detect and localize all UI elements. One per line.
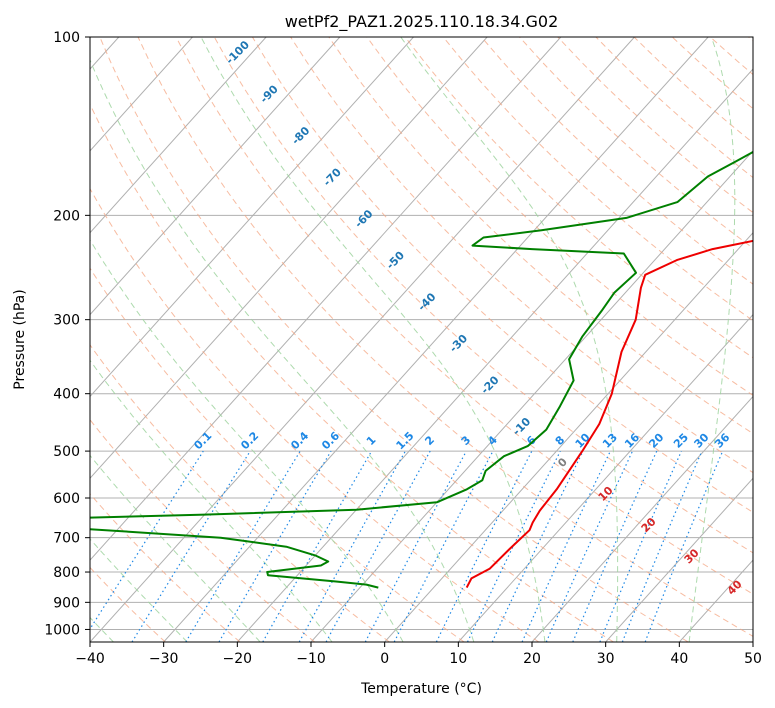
y-tick-label: 500 xyxy=(53,444,80,460)
y-axis-title: Pressure (hPa) xyxy=(12,289,28,389)
y-tick-label: 400 xyxy=(53,387,80,403)
isotherm-gridline xyxy=(90,37,267,234)
mixing-ratio-line xyxy=(218,450,332,642)
axis-ticks: −40 −30 −20 −10 0 10 20 30 40 50 100 200 300 400 500 60… xyxy=(44,30,762,667)
x-tick-label: 20 xyxy=(523,651,541,667)
mixing-ratio-line xyxy=(325,450,431,642)
moist-adiabat xyxy=(90,454,261,642)
x-tick-label: 30 xyxy=(597,651,615,667)
dry-adiabat xyxy=(137,37,753,637)
x-tick-label: 10 xyxy=(449,651,467,667)
mixing-ratio-line xyxy=(185,450,301,642)
isotherm-gridline xyxy=(605,477,753,642)
isotherm-gridline xyxy=(384,231,753,642)
x-tick-label: −10 xyxy=(296,651,326,667)
dry-adiabat xyxy=(90,187,540,642)
plot-area xyxy=(90,37,753,642)
mixing-ratio-line xyxy=(521,450,611,642)
y-tick-label: 200 xyxy=(53,208,80,224)
isotherm-gridline xyxy=(752,641,753,642)
isotherm-gridline xyxy=(90,37,635,642)
dry-adiabat xyxy=(251,37,753,513)
x-tick-label: −20 xyxy=(223,651,253,667)
moist-adiabat xyxy=(90,359,333,642)
x-tick-label: −40 xyxy=(75,651,105,667)
isotherm-gridline xyxy=(90,37,488,480)
dry-adiabat xyxy=(328,37,753,435)
dry-adiabat xyxy=(442,37,753,322)
dry-adiabat xyxy=(90,267,465,642)
isotherm-gridline xyxy=(310,150,753,642)
mixing-ratio-line xyxy=(90,450,204,631)
profile-series xyxy=(90,150,753,589)
isotherm-gridline xyxy=(90,37,562,561)
dry-adiabat xyxy=(213,37,753,554)
y-tick-label: 300 xyxy=(53,313,80,329)
y-tick-label: 800 xyxy=(53,565,80,581)
isotherm-gridline xyxy=(90,37,414,398)
dry-adiabat xyxy=(90,566,166,642)
moist-adiabat xyxy=(688,37,736,642)
dry-adiabat xyxy=(99,37,689,642)
mixing-ratio-line xyxy=(491,450,584,642)
dry-adiabat xyxy=(90,103,614,642)
background-grid xyxy=(90,37,753,642)
dry-adiabat xyxy=(175,37,753,595)
moist-adiabat xyxy=(200,37,546,642)
dry-adiabat xyxy=(366,37,753,396)
x-axis-title: Temperature (°C) xyxy=(360,681,482,697)
chart-title: wetPf2_PAZ1.2025.110.18.34.G02 xyxy=(285,12,559,32)
x-tick-label: 0 xyxy=(380,651,389,667)
mixing-ratio-line xyxy=(466,450,561,642)
y-tick-label: 100 xyxy=(53,30,80,46)
isotherm-gridline xyxy=(90,37,193,152)
y-tick-label: 600 xyxy=(53,491,80,507)
x-tick-label: 50 xyxy=(744,651,762,667)
temperature-profile-line xyxy=(465,239,753,589)
mixing-ratio-line xyxy=(364,450,467,642)
x-tick-label: 40 xyxy=(670,651,688,667)
y-tick-label: 900 xyxy=(53,595,80,611)
isotherm-gridline xyxy=(163,37,709,642)
moist-adiabat xyxy=(90,239,404,642)
dry-adiabat xyxy=(90,418,316,642)
isotherm-gridline xyxy=(457,313,753,642)
isotherm-gridline xyxy=(90,37,341,316)
dry-adiabat xyxy=(90,493,241,642)
plot-frame xyxy=(89,36,754,643)
moist-adiabat xyxy=(90,58,475,642)
x-tick-label: −30 xyxy=(149,651,179,667)
dry-adiabat xyxy=(290,37,753,474)
y-tick-label: 700 xyxy=(53,531,80,547)
dry-adiabat xyxy=(404,37,753,359)
mixing-ratio-line xyxy=(131,450,251,642)
y-tick-label: 1000 xyxy=(44,622,80,638)
dewpoint-profile-line xyxy=(90,150,753,589)
isotherm-gridline xyxy=(236,68,753,642)
isotherm-gridline xyxy=(531,395,753,642)
